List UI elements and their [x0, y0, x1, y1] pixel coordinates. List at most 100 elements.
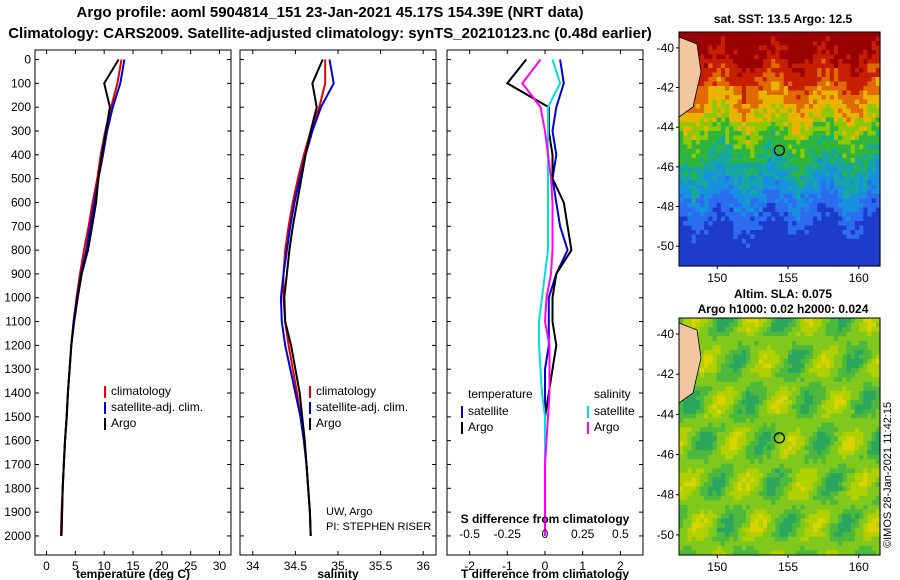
map-cell [712, 381, 718, 387]
map-cell [762, 527, 768, 533]
map-cell [720, 336, 726, 342]
map-cell [679, 514, 684, 520]
map-cell [754, 404, 760, 410]
map-cell [737, 473, 743, 479]
map-cell [842, 68, 848, 74]
map-cell [733, 113, 739, 119]
map-cell [741, 153, 747, 159]
map-cell [863, 482, 869, 488]
map-cell [825, 72, 831, 78]
map-cell [704, 198, 709, 204]
map-cell [800, 468, 806, 474]
map-cell [813, 230, 818, 236]
map-cell [712, 230, 718, 236]
map-cell [779, 463, 785, 469]
map-cell [821, 354, 827, 360]
map-cell [729, 131, 735, 137]
map-cell [800, 50, 806, 56]
map-cell [875, 486, 881, 492]
map-cell [758, 113, 764, 119]
map-cell [754, 427, 760, 433]
map-cell [741, 372, 747, 378]
map-cell [725, 45, 730, 51]
map-cell [708, 427, 714, 433]
map-cell [817, 491, 822, 497]
map-cell [704, 122, 709, 128]
map-cell [875, 122, 881, 128]
map-cell [787, 395, 793, 401]
map-cell [867, 381, 873, 387]
map-cell [733, 468, 739, 474]
map-cell [720, 203, 726, 209]
map-cell [846, 418, 852, 424]
map-cell [741, 176, 747, 182]
map-cell [808, 158, 814, 164]
map-cell [833, 400, 839, 406]
map-cell [850, 234, 856, 240]
map-cell [817, 509, 822, 515]
map-cell [766, 113, 772, 119]
map-cell [754, 518, 760, 524]
map-cell [775, 108, 781, 114]
map-cell [775, 463, 781, 469]
map-cell [833, 54, 839, 60]
map-cell [796, 225, 802, 231]
map-cell [833, 473, 839, 479]
map-cell [679, 473, 684, 479]
map-cell [754, 363, 760, 369]
map-cell [863, 454, 869, 460]
map-cell [699, 345, 705, 351]
map-cell [708, 131, 714, 137]
map-cell [800, 359, 806, 365]
map-cell [683, 445, 688, 451]
map-cell [729, 327, 735, 333]
map-cell [741, 261, 747, 267]
map-cell [783, 509, 789, 515]
map-cell [699, 117, 705, 123]
map-cell [687, 113, 693, 119]
map-cell [733, 225, 739, 231]
map-cell [716, 404, 722, 410]
map-cell [863, 261, 869, 267]
map-cell [813, 216, 818, 222]
map-cell [846, 523, 852, 529]
map-cell [712, 81, 718, 87]
map-cell [850, 54, 856, 60]
map-cell [737, 243, 743, 249]
map-cell [737, 336, 743, 342]
map-cell [775, 153, 781, 159]
map-cell [754, 386, 760, 392]
map-cell [758, 198, 764, 204]
map-cell [679, 149, 684, 155]
map-cell [708, 473, 714, 479]
map-cell [825, 59, 831, 65]
map-cell [708, 368, 714, 374]
map-cell [783, 441, 789, 447]
map-cell [804, 189, 810, 195]
map-cell [758, 368, 764, 374]
map-cell [813, 354, 818, 360]
map-cell [863, 113, 869, 119]
map-cell [804, 431, 810, 438]
map-cell [729, 203, 735, 209]
x-tick-label: 34.5 [284, 559, 308, 573]
map-cell [720, 221, 726, 227]
map-cell [766, 404, 772, 410]
map-cell [821, 72, 827, 78]
map-cell [683, 203, 688, 209]
map-cell [741, 252, 747, 258]
map-cell [771, 153, 776, 159]
map-cell [704, 77, 709, 83]
map-cell [771, 386, 776, 392]
map-cell [754, 135, 760, 141]
map-cell [792, 504, 797, 511]
map-cell [854, 252, 860, 258]
map-cell [838, 436, 843, 442]
map-cell [842, 158, 848, 164]
map-cell [813, 473, 818, 479]
map-cell [754, 81, 760, 87]
map-cell [859, 90, 864, 96]
map-cell [796, 72, 802, 78]
map-cell [850, 257, 856, 263]
map-cell [838, 400, 843, 406]
